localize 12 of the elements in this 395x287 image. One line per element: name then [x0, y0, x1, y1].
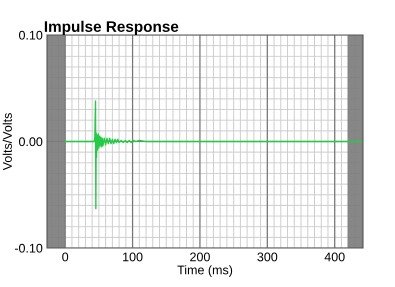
- x-tick-label: 100: [123, 252, 143, 262]
- x-tick-label: 400: [324, 252, 345, 262]
- x-tick-label: 200: [190, 252, 210, 262]
- y-tick-label: 0.10: [18, 30, 42, 40]
- x-axis-title: Time (ms): [177, 265, 232, 277]
- chart-title: Impulse Response: [44, 20, 178, 35]
- y-axis-title: Volts/Volts: [2, 113, 12, 170]
- x-tick-label: 0: [62, 252, 68, 262]
- y-tick-label: 0.00: [18, 137, 42, 146]
- line-series: [64, 100, 363, 210]
- x-tick-label: 300: [257, 252, 278, 262]
- y-tick-label: -0.10: [14, 244, 42, 253]
